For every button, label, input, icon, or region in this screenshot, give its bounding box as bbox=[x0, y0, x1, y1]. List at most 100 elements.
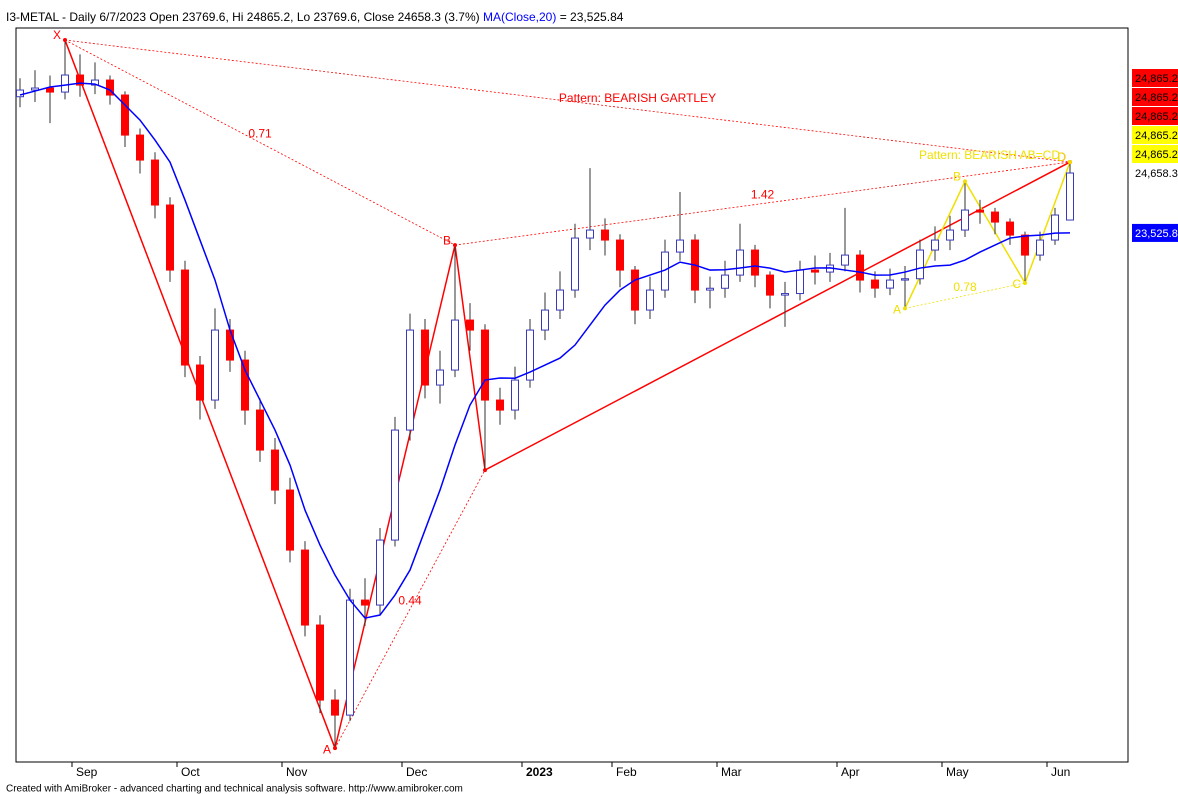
candle-body bbox=[841, 254, 849, 266]
candle-body bbox=[976, 209, 984, 213]
candle-body bbox=[1006, 221, 1014, 236]
candle-body bbox=[1036, 239, 1044, 256]
pattern-point bbox=[483, 468, 487, 473]
candle-body bbox=[61, 74, 69, 93]
pattern-point-label: D bbox=[1057, 150, 1066, 164]
candle-body bbox=[106, 79, 114, 96]
pattern-point-label: A bbox=[323, 742, 331, 756]
candle-body bbox=[511, 379, 519, 411]
candle-body bbox=[361, 599, 369, 606]
candle-body bbox=[331, 699, 339, 716]
candle-body bbox=[391, 429, 399, 541]
candle-body bbox=[181, 269, 189, 366]
candle-body bbox=[616, 239, 624, 271]
pattern-point bbox=[903, 306, 907, 311]
pattern-ratio-line bbox=[454, 161, 1071, 246]
candle-body bbox=[451, 319, 459, 371]
price-label: 24,865.2 bbox=[1135, 92, 1178, 104]
price-label-box bbox=[1132, 88, 1178, 107]
candle-body bbox=[586, 229, 594, 239]
x-tick-label: Sep bbox=[76, 765, 98, 779]
pattern-point bbox=[1068, 160, 1072, 165]
candle-body bbox=[466, 319, 474, 331]
candle-body bbox=[631, 269, 639, 311]
candle-body bbox=[571, 237, 579, 291]
x-tick-label: Feb bbox=[616, 765, 637, 779]
candle-body bbox=[376, 539, 384, 606]
candle-body bbox=[151, 159, 159, 206]
pattern-leg bbox=[1024, 161, 1071, 284]
plot-frame bbox=[15, 27, 1129, 763]
header-title: I3-METAL - Daily 6/7/2023 Open 23769.6, … bbox=[6, 10, 480, 24]
candles bbox=[16, 40, 1074, 749]
x-tick-label: Mar bbox=[721, 765, 742, 779]
ma-line bbox=[19, 82, 1071, 619]
candle-body bbox=[556, 289, 564, 311]
price-label-box bbox=[1132, 145, 1178, 164]
candle-body bbox=[856, 254, 864, 281]
x-axis: Sep Oct Nov Dec 2023 Feb Mar Apr May Jun bbox=[71, 762, 1070, 779]
candle-body bbox=[541, 309, 549, 331]
pattern-point-label: C bbox=[1012, 277, 1021, 291]
pattern-ratio: 0.71 bbox=[248, 127, 272, 141]
pattern-point-label: A bbox=[893, 303, 901, 317]
pattern-point bbox=[453, 243, 457, 248]
moving-average bbox=[19, 82, 1071, 619]
patterns bbox=[64, 39, 1071, 749]
x-tick-label: May bbox=[946, 765, 969, 779]
candle-body bbox=[496, 399, 504, 411]
candle-body bbox=[406, 329, 414, 431]
candle-body bbox=[796, 269, 804, 295]
candle-body bbox=[886, 279, 894, 289]
pattern-ratio-line bbox=[334, 469, 486, 749]
candle-body bbox=[781, 293, 789, 296]
candle-body bbox=[871, 279, 879, 289]
candle-body bbox=[211, 329, 219, 401]
candle-body bbox=[526, 329, 534, 381]
pattern-point-label: D bbox=[1057, 150, 1066, 164]
candle-body bbox=[916, 249, 924, 280]
candle-body bbox=[31, 87, 39, 91]
x-tick-label: Jun bbox=[1051, 765, 1070, 779]
candle-body bbox=[481, 329, 489, 401]
candle-body bbox=[121, 94, 129, 136]
price-label: 24,865.2 bbox=[1135, 73, 1178, 85]
pattern-point bbox=[963, 179, 967, 184]
candle-body bbox=[901, 278, 909, 281]
candle-body bbox=[166, 204, 174, 271]
price-labels: 24,865.2 24,865.2 24,865.2 24,865.2 24,865.2… bbox=[1132, 69, 1178, 242]
pattern-point bbox=[1023, 280, 1027, 285]
price-label-box bbox=[1132, 107, 1178, 126]
chart-header: I3-METAL - Daily 6/7/2023 Open 23769.6, … bbox=[6, 10, 624, 24]
candle-body bbox=[646, 289, 654, 311]
pattern-point bbox=[63, 38, 67, 43]
price-label: 24,865.2 bbox=[1135, 111, 1178, 123]
x-tick-label: 2023 bbox=[526, 765, 553, 779]
candle-body bbox=[271, 449, 279, 491]
x-tick-label: Apr bbox=[841, 765, 860, 779]
pattern-point-label: B bbox=[443, 233, 451, 247]
candle-body bbox=[751, 249, 759, 276]
price-label-box bbox=[1132, 69, 1178, 88]
pattern-ratio: 0.78 bbox=[953, 280, 977, 294]
candle-body bbox=[421, 329, 429, 386]
pattern-name: Pattern: BEARISH GARTLEY bbox=[559, 91, 716, 105]
pattern-point-label: B bbox=[953, 170, 961, 184]
candle-body bbox=[1021, 234, 1029, 256]
pattern-labels: 0.71 0.44 1.42 X A B D Pattern: BEARISH GARTLEY… bbox=[53, 28, 1072, 756]
candle-body bbox=[706, 287, 714, 291]
pattern-point bbox=[333, 746, 337, 751]
candle-body bbox=[1051, 214, 1059, 241]
candle-body bbox=[316, 624, 324, 701]
pattern-name: Pattern: BEARISH AB=CD bbox=[919, 148, 1060, 162]
candle-body bbox=[736, 249, 744, 276]
candle-body bbox=[136, 134, 144, 161]
pattern-ratio-line bbox=[64, 39, 456, 246]
pattern-point-label: X bbox=[53, 28, 61, 42]
candle-body bbox=[196, 364, 204, 401]
x-tick-label: Nov bbox=[286, 765, 307, 779]
candle-body bbox=[676, 239, 684, 253]
candle-body bbox=[601, 229, 609, 241]
price-label: 24,865.2 bbox=[1135, 149, 1178, 161]
candle-body bbox=[91, 79, 99, 86]
